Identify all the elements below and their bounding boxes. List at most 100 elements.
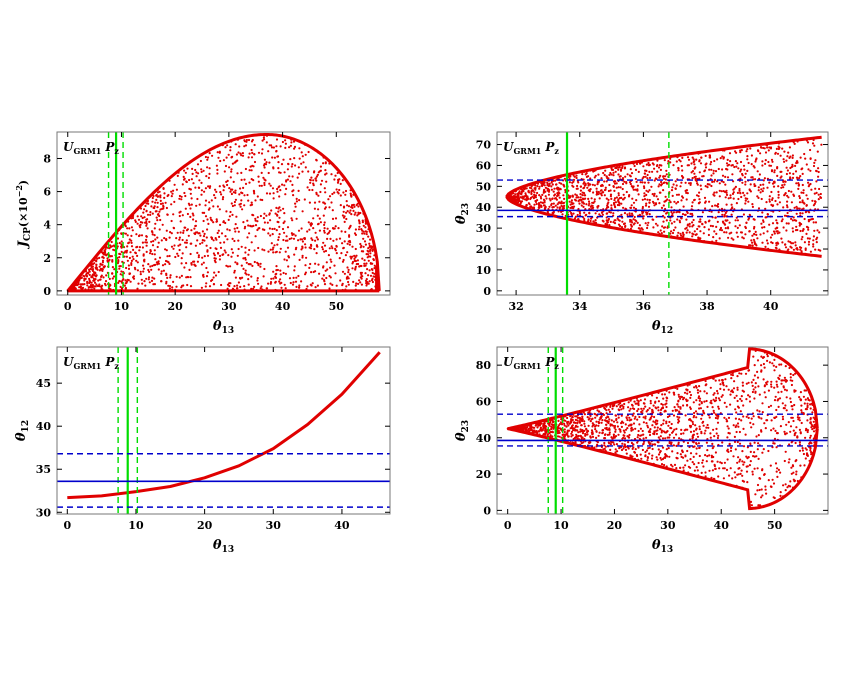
scatter-point (184, 171, 187, 174)
scatter-point (613, 182, 617, 185)
scatter-point (173, 200, 176, 203)
scatter-point (178, 238, 181, 241)
scatter-point (538, 194, 541, 197)
scatter-point (265, 141, 268, 144)
scatter-point (165, 282, 168, 285)
scatter-point (185, 241, 188, 244)
scatter-point (621, 165, 624, 168)
scatter-point (670, 222, 674, 225)
scatter-point (526, 197, 530, 200)
scatter-point (634, 168, 638, 171)
scatter-point (776, 230, 779, 233)
scatter-point (756, 483, 760, 487)
scatter-point (785, 159, 788, 162)
scatter-point (725, 405, 728, 408)
scatter-point (672, 391, 676, 394)
scatter-point (651, 200, 655, 203)
scatter-point (622, 434, 625, 437)
scatter-point (798, 428, 802, 431)
scatter-point (769, 146, 773, 149)
scatter-point (253, 285, 256, 288)
plot-frame (56, 346, 391, 515)
scatter-point (677, 418, 680, 421)
scatter-point (226, 228, 229, 231)
scatter-point (769, 164, 773, 167)
scatter-point (683, 391, 687, 394)
scatter-point (517, 198, 520, 201)
scatter-point (113, 268, 116, 271)
scatter-point (248, 248, 251, 252)
scatter-point (653, 167, 656, 170)
scatter-point (671, 450, 674, 453)
scatter-point (798, 196, 802, 200)
scatter-point (261, 248, 264, 251)
scatter-point (297, 189, 300, 192)
scatter-point (145, 202, 148, 205)
scatter-point (655, 396, 659, 399)
scatter-point (239, 277, 242, 280)
x-tick-label: 34 (572, 300, 588, 313)
scatter-point (163, 237, 166, 240)
scatter-point (246, 236, 249, 239)
scatter-point (645, 169, 648, 172)
scatter-point (214, 188, 217, 191)
scatter-point (638, 224, 642, 227)
scatter-point (664, 453, 667, 456)
scatter-point (329, 258, 332, 261)
scatter-point (691, 436, 695, 439)
scatter-point (351, 267, 354, 270)
scatter-point (652, 420, 655, 423)
scatter-point (691, 156, 694, 159)
scatter-point (117, 259, 120, 262)
scatter-point (578, 212, 582, 215)
scatter-point (315, 159, 318, 162)
scatter-point (236, 226, 239, 230)
scatter-point (250, 203, 254, 206)
scatter-point (770, 429, 773, 432)
scatter-point (101, 259, 105, 262)
scatter-point (747, 416, 750, 419)
scatter-point (327, 254, 330, 257)
scatter-point (617, 192, 620, 195)
scatter-point (581, 415, 584, 418)
scatter-point (579, 428, 582, 431)
scatter-point (102, 276, 105, 279)
scatter-point (301, 155, 304, 158)
scatter-point (321, 277, 324, 280)
scatter-point (91, 268, 95, 271)
scatter-point (284, 287, 287, 290)
scatter-point (658, 183, 661, 186)
scatter-point (539, 195, 542, 198)
scatter-point (617, 403, 620, 406)
scatter-point (579, 196, 582, 199)
scatter-point (704, 207, 707, 210)
scatter-point (338, 237, 342, 240)
scatter-point (799, 432, 802, 435)
scatter-point (83, 277, 86, 280)
scatter-point (190, 242, 193, 245)
scatter-point (759, 183, 762, 187)
scatter-point (138, 246, 141, 249)
scatter-point (657, 231, 660, 234)
scatter-point (293, 157, 296, 160)
scatter-point (753, 374, 757, 377)
scatter-point (145, 235, 148, 238)
scatter-point (697, 236, 700, 239)
scatter-point (673, 463, 677, 466)
scatter-point (110, 255, 113, 258)
scatter-point (648, 446, 651, 449)
scatter-point (539, 426, 543, 429)
scatter-point (142, 211, 145, 214)
scatter-point (810, 188, 813, 191)
scatter-point (719, 226, 723, 230)
scatter-point (292, 140, 296, 143)
y-axis-label: JCP(×10−2) (14, 180, 33, 250)
scatter-point (152, 240, 155, 243)
scatter-point (604, 433, 607, 436)
scatter-point (798, 224, 801, 227)
scatter-point (361, 257, 364, 260)
scatter-point (736, 235, 739, 238)
scatter-point (151, 200, 154, 203)
scatter-point (204, 155, 207, 159)
scatter-point (635, 453, 639, 457)
